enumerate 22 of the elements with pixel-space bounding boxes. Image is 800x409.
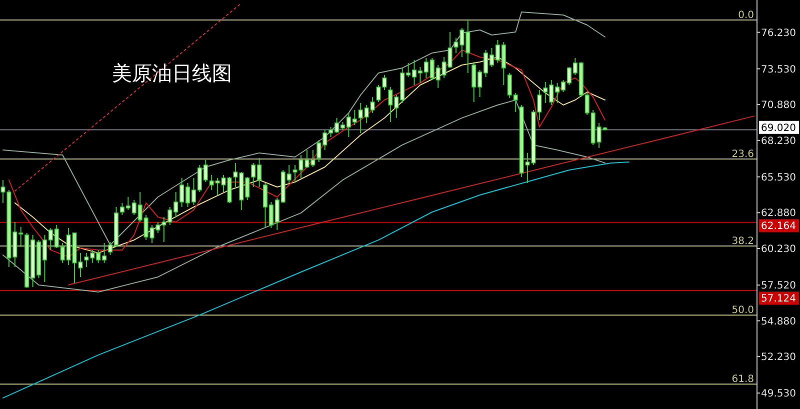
annotation: 23.6 [732,149,754,160]
y-tick-label: 57.520 [761,280,796,292]
annotation: 38.2 [732,236,754,248]
line-series [68,116,755,286]
ref-line-label: 69.020 [761,122,796,134]
y-tick-label: 62.880 [761,208,796,220]
y-tick-label: 52.230 [761,352,796,364]
y-tick-label: 76.230 [761,28,796,39]
y-tick-label: 73.530 [761,64,796,76]
annotation: 50.0 [732,305,754,316]
line-series [2,162,630,398]
ref-line-label: 57.124 [761,294,796,305]
y-tick-label: 54.880 [761,316,796,328]
annotation: 0.0 [738,10,754,21]
y-tick-label: 70.880 [761,100,796,112]
ref-line-label: 62.164 [761,221,796,232]
y-tick-label: 68.230 [761,136,796,147]
y-tick-label: 65.530 [761,172,796,184]
text: 美原油日线图 [112,61,232,85]
y-tick-label: 60.230 [761,244,796,255]
y-tick-label: 49.530 [761,388,796,400]
annotation: 61.8 [732,374,754,386]
